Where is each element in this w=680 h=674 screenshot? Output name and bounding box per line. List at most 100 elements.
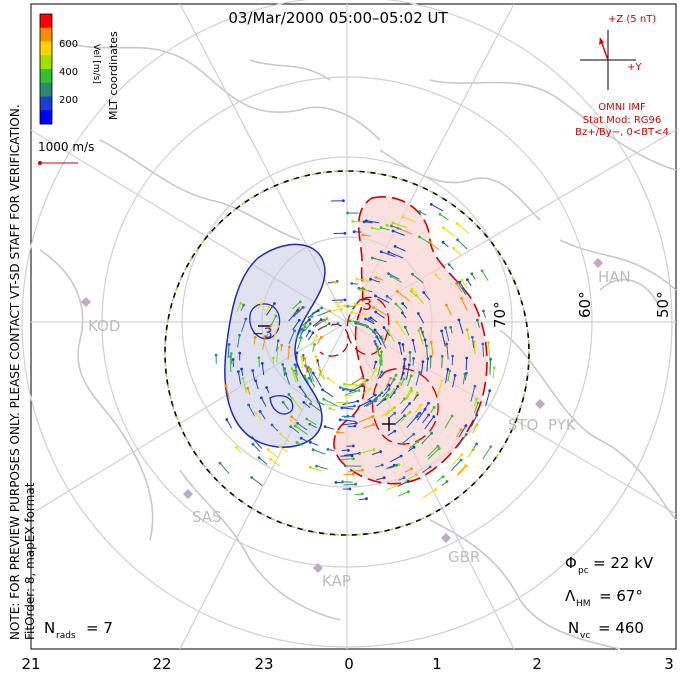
velocity-vector bbox=[324, 426, 335, 430]
velocity-vector bbox=[413, 394, 418, 402]
velocity-vector bbox=[358, 416, 374, 423]
velocity-vector bbox=[340, 455, 353, 457]
velocity-vector bbox=[373, 361, 377, 370]
velocity-vector bbox=[358, 379, 368, 387]
velocity-vector bbox=[397, 480, 409, 487]
velocity-vector bbox=[464, 373, 467, 381]
velocity-vector bbox=[342, 400, 358, 406]
velocity-vector bbox=[265, 325, 272, 338]
colorbar-tick-200: 200 bbox=[59, 95, 78, 106]
velocity-vector bbox=[311, 307, 322, 315]
colorbar-segment bbox=[40, 14, 52, 29]
velocity-vector bbox=[415, 372, 421, 386]
vector-origin bbox=[253, 336, 257, 339]
velocity-vector bbox=[291, 416, 297, 422]
velocity-vector bbox=[368, 318, 375, 323]
velocity-vector bbox=[419, 236, 431, 245]
velocity-vector bbox=[241, 368, 244, 376]
velocity-vector bbox=[252, 370, 255, 381]
latitude-label-50: 50° bbox=[654, 291, 672, 318]
velocity-vector bbox=[276, 347, 279, 363]
scale-vector-label: 1000 m/s bbox=[38, 140, 94, 154]
velocity-vector bbox=[331, 299, 346, 301]
velocity-vector bbox=[392, 374, 397, 382]
velocity-vector bbox=[282, 401, 290, 410]
velocity-vector bbox=[419, 211, 427, 216]
velocity-vector bbox=[402, 303, 408, 309]
velocity-vector bbox=[482, 310, 486, 318]
velocity-vector bbox=[316, 465, 328, 470]
velocity-vector bbox=[437, 476, 444, 482]
velocity-vector bbox=[312, 449, 326, 455]
velocity-vector bbox=[380, 227, 390, 231]
velocity-vector bbox=[397, 491, 409, 497]
velocity-vector bbox=[333, 301, 342, 304]
velocity-vector bbox=[306, 418, 317, 426]
velocity-vector bbox=[340, 458, 354, 461]
velocity-vector bbox=[300, 316, 313, 328]
velocity-vector bbox=[290, 420, 301, 429]
colorbar-tick-600: 600 bbox=[59, 39, 78, 50]
velocity-vector bbox=[356, 278, 370, 282]
velocity-vector bbox=[316, 337, 322, 345]
velocity-vector bbox=[337, 431, 345, 434]
velocity-vector bbox=[291, 368, 297, 383]
velocity-vector bbox=[456, 223, 470, 234]
dusk-inner-contour-2 bbox=[269, 395, 294, 415]
velocity-vector bbox=[422, 414, 430, 424]
velocity-vector bbox=[323, 398, 338, 407]
velocity-vector bbox=[376, 336, 382, 346]
velocity-vector bbox=[437, 380, 443, 395]
velocity-vector bbox=[404, 468, 412, 473]
svg-text:rads: rads bbox=[56, 631, 76, 641]
velocity-vector bbox=[458, 319, 464, 334]
colorbar-segment bbox=[40, 82, 52, 97]
velocity-vector bbox=[457, 239, 468, 250]
velocity-vector bbox=[288, 330, 295, 345]
velocity-vector bbox=[343, 415, 354, 418]
velocity-vector bbox=[290, 426, 300, 434]
velocity-vector bbox=[427, 448, 440, 460]
velocity-vector bbox=[389, 392, 395, 399]
velocity-vector bbox=[292, 320, 300, 331]
velocity-vector bbox=[226, 419, 233, 429]
velocity-vector bbox=[482, 343, 485, 357]
velocity-vector bbox=[343, 473, 354, 476]
velocity-vector bbox=[280, 345, 283, 352]
velocity-vector bbox=[255, 380, 259, 390]
velocity-vector bbox=[242, 378, 247, 393]
velocity-vector bbox=[471, 273, 476, 280]
velocity-vector bbox=[441, 330, 446, 347]
velocity-vector bbox=[473, 341, 476, 355]
velocity-vector bbox=[460, 298, 468, 311]
hm-boundary-green bbox=[164, 170, 530, 536]
latitude-label-60: 60° bbox=[576, 291, 594, 318]
velocity-vector bbox=[446, 304, 452, 316]
velocity-vector bbox=[398, 343, 403, 355]
velocity-vector bbox=[408, 446, 415, 452]
velocity-vector bbox=[420, 328, 424, 337]
velocity-vector bbox=[344, 383, 359, 386]
fit-order-note: FitOrder: 8, mapEX format bbox=[23, 482, 37, 640]
velocity-vector bbox=[362, 234, 371, 237]
velocity-vector bbox=[227, 344, 230, 359]
velocity-vector bbox=[370, 317, 378, 323]
radar-count: N rads = 7 bbox=[44, 619, 113, 641]
velocity-vector bbox=[457, 434, 467, 448]
velocity-vector bbox=[297, 422, 308, 431]
velocity-vector bbox=[315, 318, 328, 326]
velocity-vector bbox=[452, 375, 456, 388]
hm-latitude: Λ HM = 67° bbox=[565, 587, 643, 609]
velocity-vector bbox=[377, 371, 383, 380]
velocity-vector bbox=[416, 295, 424, 305]
velocity-vector bbox=[365, 318, 375, 325]
velocity-vector bbox=[382, 389, 390, 398]
velocity-vector bbox=[439, 213, 449, 221]
preview-note: NOTE: FOR PREVIEW PURPOSES ONLY. PLEASE … bbox=[8, 104, 22, 640]
radar-markers bbox=[81, 258, 603, 573]
velocity-vector bbox=[360, 289, 369, 292]
colorbar-segment bbox=[40, 55, 52, 70]
velocity-vector bbox=[350, 381, 365, 390]
velocity-vector bbox=[342, 422, 357, 426]
